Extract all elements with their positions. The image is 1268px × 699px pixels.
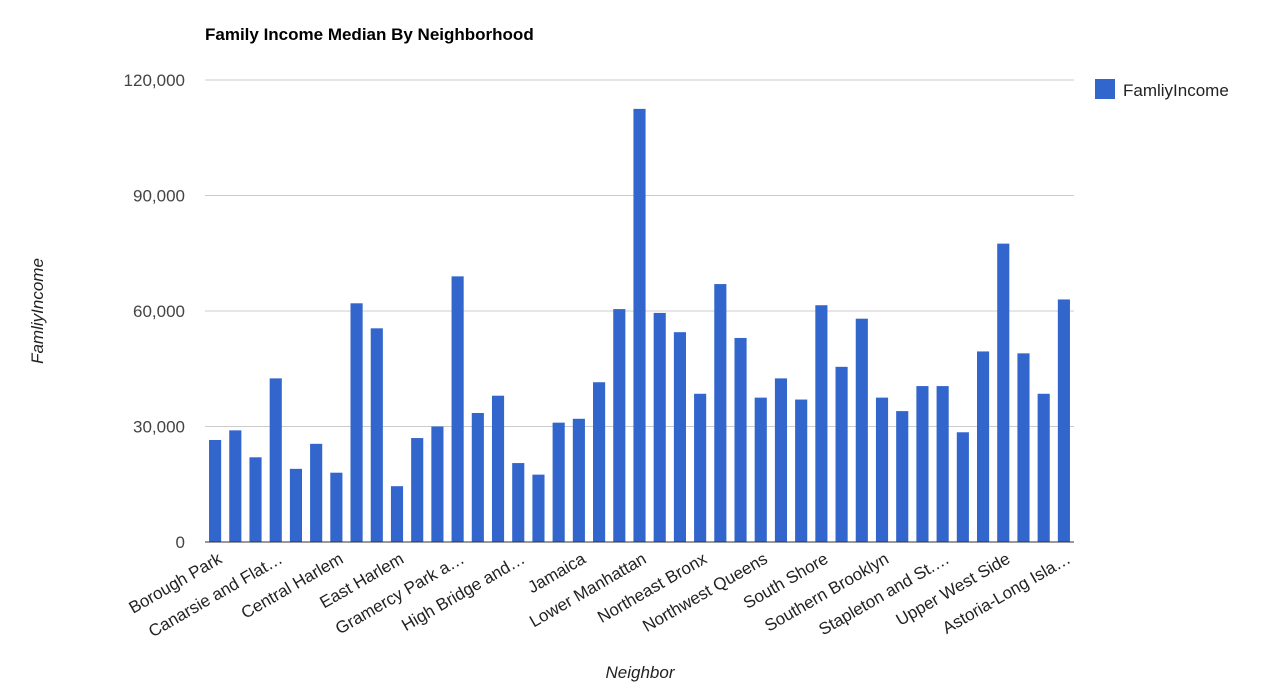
y-tick-label: 120,000 — [124, 71, 185, 90]
bar[interactable] — [310, 443, 323, 542]
bar[interactable] — [896, 411, 909, 542]
bar[interactable] — [289, 468, 303, 542]
x-tick-label: Central Harlem — [238, 549, 346, 623]
y-tick-label: 0 — [176, 533, 185, 552]
y-tick-label: 30,000 — [133, 418, 185, 437]
bar[interactable] — [1057, 299, 1070, 542]
bar[interactable] — [633, 108, 646, 543]
bar[interactable] — [977, 351, 990, 542]
bar[interactable] — [835, 366, 848, 542]
y-tick-label: 90,000 — [133, 187, 185, 206]
bar[interactable] — [269, 378, 282, 543]
y-axis-ticks: 0 30,000 60,000 90,000 120,000 — [124, 71, 185, 552]
bar[interactable] — [613, 309, 626, 542]
legend-label: FamliyIncome — [1123, 81, 1229, 100]
y-axis-title: FamliyIncome — [28, 258, 47, 364]
bar[interactable] — [956, 432, 969, 542]
bar[interactable] — [491, 395, 505, 542]
bar[interactable] — [795, 399, 808, 542]
bar[interactable] — [855, 318, 868, 542]
bar[interactable] — [370, 328, 383, 542]
chart-title: Family Income Median By Neighborhood — [205, 25, 534, 44]
bar[interactable] — [209, 439, 222, 542]
bar[interactable] — [229, 430, 242, 542]
bar[interactable] — [997, 243, 1010, 543]
bar[interactable] — [936, 386, 949, 542]
bar[interactable] — [754, 397, 767, 543]
bar[interactable] — [390, 486, 404, 542]
bar[interactable] — [411, 438, 424, 542]
bar[interactable] — [1017, 353, 1030, 542]
bar[interactable] — [350, 303, 363, 542]
bar[interactable] — [673, 332, 686, 542]
bar[interactable] — [875, 397, 889, 543]
bar[interactable] — [249, 457, 262, 542]
bar[interactable] — [471, 413, 484, 542]
bar[interactable] — [694, 393, 707, 542]
bar[interactable] — [593, 382, 606, 542]
bar[interactable] — [653, 312, 666, 542]
x-axis-title: Neighbor — [606, 663, 676, 682]
bar[interactable] — [552, 422, 565, 542]
bar[interactable] — [512, 463, 525, 542]
bar[interactable] — [572, 418, 585, 542]
bar[interactable] — [774, 378, 788, 543]
legend-swatch — [1095, 79, 1115, 99]
bars — [209, 108, 1070, 543]
y-tick-label: 60,000 — [133, 302, 185, 321]
bar[interactable] — [815, 305, 828, 542]
bar[interactable] — [1037, 393, 1050, 542]
bar[interactable] — [714, 284, 727, 542]
bar[interactable] — [330, 472, 343, 542]
bar[interactable] — [916, 386, 929, 542]
bar[interactable] — [431, 426, 444, 543]
bar[interactable] — [451, 276, 464, 542]
bar[interactable] — [532, 474, 545, 543]
bar[interactable] — [734, 337, 747, 542]
legend[interactable]: FamliyIncome — [1095, 79, 1229, 100]
